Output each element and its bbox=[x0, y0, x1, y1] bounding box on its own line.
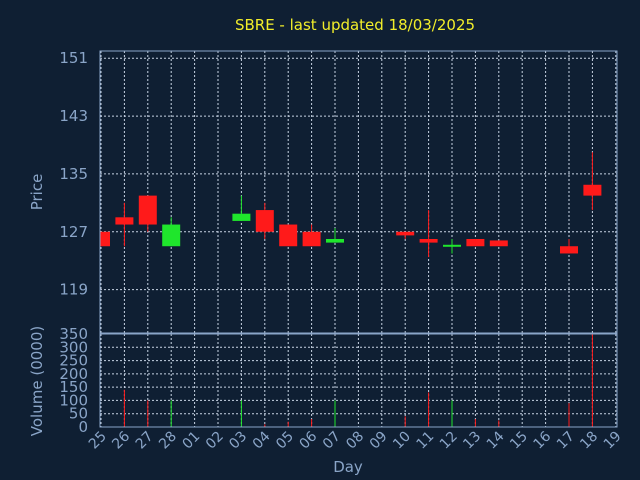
candlesticks bbox=[100, 152, 602, 258]
candle-body bbox=[302, 231, 321, 247]
candle-body bbox=[115, 217, 134, 225]
x-axis-ticks: 25 26 27 28 01 02 03 04 05 06 07 08 09 10 11 12 13 14 15 16… bbox=[86, 428, 625, 452]
candle-body bbox=[162, 224, 181, 247]
candle bbox=[419, 210, 438, 258]
candle bbox=[162, 217, 181, 247]
price-panel-frame bbox=[99, 50, 618, 334]
candle-body bbox=[419, 239, 438, 243]
candle bbox=[279, 224, 298, 247]
candle-body bbox=[583, 184, 602, 196]
volume-tick-label: 50 bbox=[69, 405, 88, 423]
candle bbox=[115, 202, 134, 247]
volume-bars bbox=[123, 334, 593, 427]
volume-tick-label: 100 bbox=[59, 391, 88, 409]
volume-tick-label: 200 bbox=[59, 365, 88, 383]
candle bbox=[396, 231, 415, 239]
price-tick-label: 143 bbox=[59, 107, 88, 125]
candle-body bbox=[101, 231, 110, 247]
candle bbox=[302, 224, 321, 247]
volume-tick-label: 300 bbox=[59, 338, 88, 356]
candle-body bbox=[255, 210, 274, 232]
candle bbox=[326, 228, 344, 243]
volume-tick-label: 250 bbox=[59, 352, 88, 370]
candle-body bbox=[396, 231, 415, 236]
candle bbox=[232, 195, 251, 221]
chart-title: SBRE - last updated 18/03/2025 bbox=[235, 16, 475, 34]
price-tick-label: 151 bbox=[59, 49, 88, 67]
candle bbox=[583, 152, 602, 211]
candle bbox=[100, 231, 110, 247]
volume-panel-frame bbox=[99, 333, 618, 428]
volume-tick-label: 0 bbox=[78, 418, 88, 436]
candle-body bbox=[138, 195, 157, 225]
price-tick-label: 127 bbox=[59, 223, 88, 241]
price-tick-label: 135 bbox=[59, 165, 88, 183]
candle-body bbox=[326, 239, 344, 243]
candle-body bbox=[466, 239, 485, 247]
candle bbox=[466, 239, 485, 247]
x-axis-label: Day bbox=[333, 458, 363, 476]
candle bbox=[138, 195, 157, 232]
candle-body bbox=[560, 246, 578, 254]
candle bbox=[489, 240, 508, 247]
price-tick-label: 119 bbox=[59, 281, 88, 299]
price-axis-label: Price bbox=[28, 174, 46, 211]
candle-body bbox=[489, 240, 508, 247]
candle-body bbox=[232, 213, 251, 221]
candle-body bbox=[443, 244, 461, 247]
candle bbox=[255, 202, 274, 239]
candle bbox=[443, 239, 461, 254]
volume-tick-label: 350 bbox=[59, 325, 88, 343]
price-axis-ticks: 151 143 135 127 119 bbox=[59, 49, 88, 298]
volume-tick-label: 150 bbox=[59, 378, 88, 396]
candle-body bbox=[279, 224, 298, 247]
volume-axis-label: Volume (0000) bbox=[28, 326, 46, 436]
candle bbox=[560, 239, 578, 254]
